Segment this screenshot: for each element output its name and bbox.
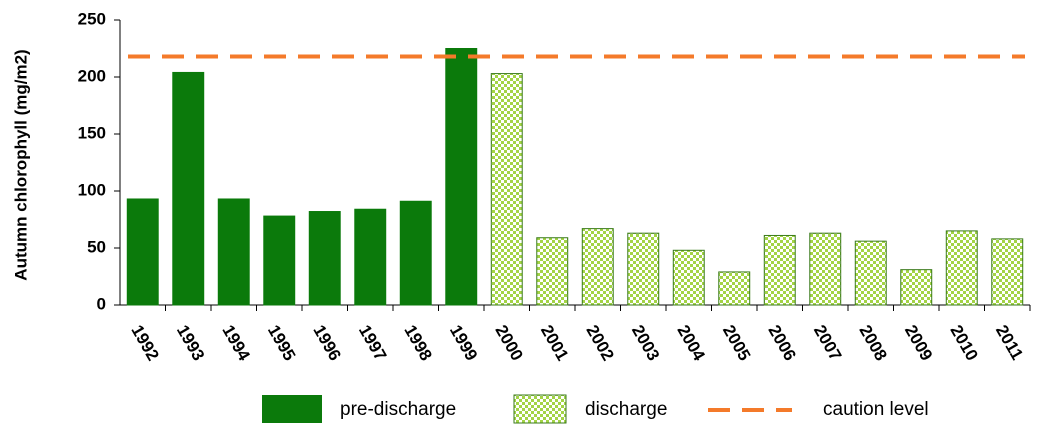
bar [718,271,751,306]
bar [627,232,660,306]
y-tick-label: 250 [78,9,106,28]
y-tick-label: 200 [78,66,106,85]
x-tick-label: 2005 [719,322,754,364]
x-tick-label: 2002 [582,322,617,364]
bar [854,240,887,306]
x-tick-label: 2009 [901,322,936,364]
x-tick-label: 2007 [810,322,845,364]
bar [217,198,250,306]
bar [672,249,705,306]
legend-swatch [513,394,567,424]
x-tick-label: 2008 [855,322,890,364]
bar [581,228,614,306]
x-tick-label: 2001 [537,322,572,364]
bar [263,215,296,306]
y-tick-label: 0 [97,294,106,313]
bar [900,269,933,306]
bar [399,200,432,306]
bar [490,73,523,306]
x-tick-label: 1997 [355,322,390,364]
x-tick-label: 2003 [628,322,663,364]
x-tick-label: 2010 [946,322,981,364]
bar [809,232,842,306]
legend-label: caution level [823,399,929,420]
legend-label: discharge [585,399,667,420]
x-tick-label: 1993 [173,322,208,364]
x-tick-label: 1994 [218,322,254,365]
bar [126,198,159,306]
legend-label: pre-discharge [340,399,456,420]
x-tick-label: 1995 [264,322,299,364]
x-tick-label: 1999 [446,322,481,364]
y-axis-label: Autumn chlorophyll (mg/m2) [11,49,30,280]
bar [945,230,978,306]
x-tick-label: 2006 [764,322,799,364]
bar [308,211,341,306]
bar [445,48,478,306]
bar [172,71,205,306]
bar [354,208,387,306]
bar [991,238,1024,306]
x-tick-label: 1996 [309,322,344,364]
y-tick-label: 150 [78,123,106,142]
x-tick-label: 2000 [491,322,526,364]
x-tick-label: 2004 [673,322,709,365]
x-tick-label: 2011 [992,322,1027,363]
y-tick-label: 50 [87,237,106,256]
x-tick-label: 1992 [127,322,162,364]
y-tick-label: 100 [78,180,106,199]
legend-swatch [262,395,322,423]
x-tick-label: 1998 [400,322,435,364]
bar [536,237,569,306]
bar [763,234,796,306]
